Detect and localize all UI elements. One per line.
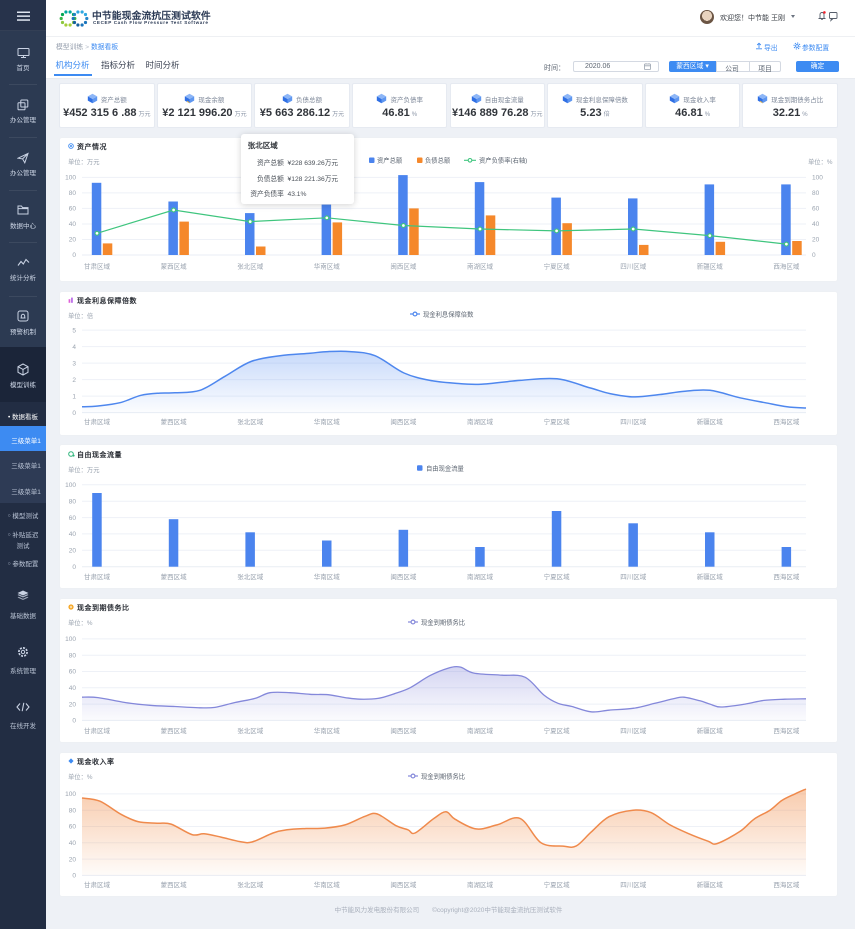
- svg-text:现金到期债务比: 现金到期债务比: [421, 771, 465, 780]
- svg-text:新疆区域: 新疆区域: [697, 417, 724, 426]
- svg-text:自由现金流量: 自由现金流量: [426, 463, 464, 472]
- svg-text:40: 40: [812, 221, 820, 228]
- svg-text:甘肃区域: 甘肃区域: [84, 880, 111, 889]
- svg-text:宁夏区域: 宁夏区域: [544, 572, 571, 581]
- svg-text:蒙西区域: 蒙西区域: [161, 262, 188, 271]
- svg-text:华南区域: 华南区域: [314, 880, 341, 889]
- svg-text:蒙西区域: 蒙西区域: [161, 572, 188, 581]
- svg-text:张北区域: 张北区域: [237, 726, 264, 735]
- svg-text:闽西区域: 闽西区域: [390, 572, 417, 581]
- svg-text:西海区域: 西海区域: [773, 417, 800, 426]
- svg-text:80: 80: [812, 190, 820, 197]
- svg-text:闽西区域: 闽西区域: [390, 417, 417, 426]
- svg-text:100: 100: [65, 791, 76, 798]
- svg-text:80: 80: [69, 807, 77, 814]
- svg-text:60: 60: [69, 206, 77, 213]
- svg-text:蒙西区域: 蒙西区域: [161, 880, 188, 889]
- svg-text:新疆区域: 新疆区域: [697, 726, 724, 735]
- svg-text:1: 1: [72, 393, 76, 400]
- svg-text:40: 40: [69, 840, 77, 847]
- svg-text:南湖区域: 南湖区域: [467, 262, 494, 271]
- svg-text:西海区域: 西海区域: [773, 572, 800, 581]
- svg-text:四川区域: 四川区域: [620, 726, 647, 735]
- svg-text:宁夏区域: 宁夏区域: [544, 726, 571, 735]
- svg-text:甘肃区域: 甘肃区域: [84, 726, 111, 735]
- svg-text:华南区域: 华南区域: [314, 417, 341, 426]
- svg-text:甘肃区域: 甘肃区域: [84, 417, 111, 426]
- svg-text:80: 80: [69, 652, 77, 659]
- svg-text:20: 20: [69, 701, 77, 708]
- svg-text:100: 100: [65, 482, 76, 489]
- svg-text:60: 60: [69, 824, 77, 831]
- svg-text:20: 20: [69, 548, 77, 555]
- svg-text:现金利息保障倍数: 现金利息保障倍数: [423, 309, 474, 318]
- svg-text:负债总额: 负债总额: [425, 156, 451, 165]
- svg-text:蒙西区域: 蒙西区域: [161, 417, 188, 426]
- svg-text:60: 60: [69, 669, 77, 676]
- svg-text:蒙西区域: 蒙西区域: [161, 726, 188, 735]
- svg-text:100: 100: [65, 636, 76, 643]
- svg-text:南湖区域: 南湖区域: [467, 726, 494, 735]
- svg-text:新疆区域: 新疆区域: [697, 572, 724, 581]
- svg-text:100: 100: [812, 175, 823, 182]
- svg-text:甘肃区域: 甘肃区域: [84, 262, 111, 271]
- svg-text:资产总额: 资产总额: [377, 156, 403, 165]
- svg-text:华南区域: 华南区域: [314, 726, 341, 735]
- svg-text:20: 20: [69, 856, 77, 863]
- svg-text:60: 60: [69, 515, 77, 522]
- svg-text:闽西区域: 闽西区域: [390, 262, 417, 271]
- svg-text:20: 20: [812, 237, 820, 244]
- svg-text:西海区域: 西海区域: [773, 880, 800, 889]
- svg-text:资产负债率(右轴): 资产负债率(右轴): [479, 156, 527, 165]
- svg-text:80: 80: [69, 498, 77, 505]
- svg-text:现金到期债务比: 现金到期债务比: [421, 617, 465, 626]
- svg-text:新疆区域: 新疆区域: [697, 262, 724, 271]
- svg-text:西海区域: 西海区域: [773, 262, 800, 271]
- svg-text:闽西区域: 闽西区域: [390, 726, 417, 735]
- svg-text:5: 5: [72, 327, 76, 334]
- svg-text:南湖区域: 南湖区域: [467, 417, 494, 426]
- svg-text:西海区域: 西海区域: [773, 726, 800, 735]
- svg-text:四川区域: 四川区域: [620, 880, 647, 889]
- svg-text:南湖区域: 南湖区域: [467, 572, 494, 581]
- svg-text:40: 40: [69, 685, 77, 692]
- svg-text:南湖区域: 南湖区域: [467, 880, 494, 889]
- svg-text:华南区域: 华南区域: [314, 262, 341, 271]
- svg-text:0: 0: [72, 252, 76, 259]
- svg-text:80: 80: [69, 190, 77, 197]
- svg-text:3: 3: [72, 360, 76, 367]
- svg-text:四川区域: 四川区域: [620, 262, 647, 271]
- svg-text:四川区域: 四川区域: [620, 572, 647, 581]
- svg-text:闽西区域: 闽西区域: [390, 880, 417, 889]
- svg-text:宁夏区域: 宁夏区域: [544, 262, 571, 271]
- svg-text:0: 0: [72, 873, 76, 880]
- svg-text:张北区域: 张北区域: [237, 880, 264, 889]
- svg-text:四川区域: 四川区域: [620, 417, 647, 426]
- svg-text:0: 0: [72, 564, 76, 571]
- svg-text:0: 0: [812, 252, 816, 259]
- svg-text:0: 0: [72, 410, 76, 417]
- svg-text:宁夏区域: 宁夏区域: [544, 417, 571, 426]
- svg-text:华南区域: 华南区域: [314, 572, 341, 581]
- svg-text:甘肃区域: 甘肃区域: [84, 572, 111, 581]
- svg-text:张北区域: 张北区域: [237, 572, 264, 581]
- svg-text:40: 40: [69, 221, 77, 228]
- svg-text:4: 4: [72, 344, 76, 351]
- svg-text:2: 2: [72, 377, 76, 384]
- svg-text:张北区域: 张北区域: [237, 262, 264, 271]
- svg-text:新疆区域: 新疆区域: [697, 880, 724, 889]
- svg-text:20: 20: [69, 237, 77, 244]
- svg-text:60: 60: [812, 206, 820, 213]
- svg-text:100: 100: [65, 175, 76, 182]
- svg-text:40: 40: [69, 531, 77, 538]
- svg-text:张北区域: 张北区域: [237, 417, 264, 426]
- svg-text:0: 0: [72, 718, 76, 725]
- svg-text:宁夏区域: 宁夏区域: [544, 880, 571, 889]
